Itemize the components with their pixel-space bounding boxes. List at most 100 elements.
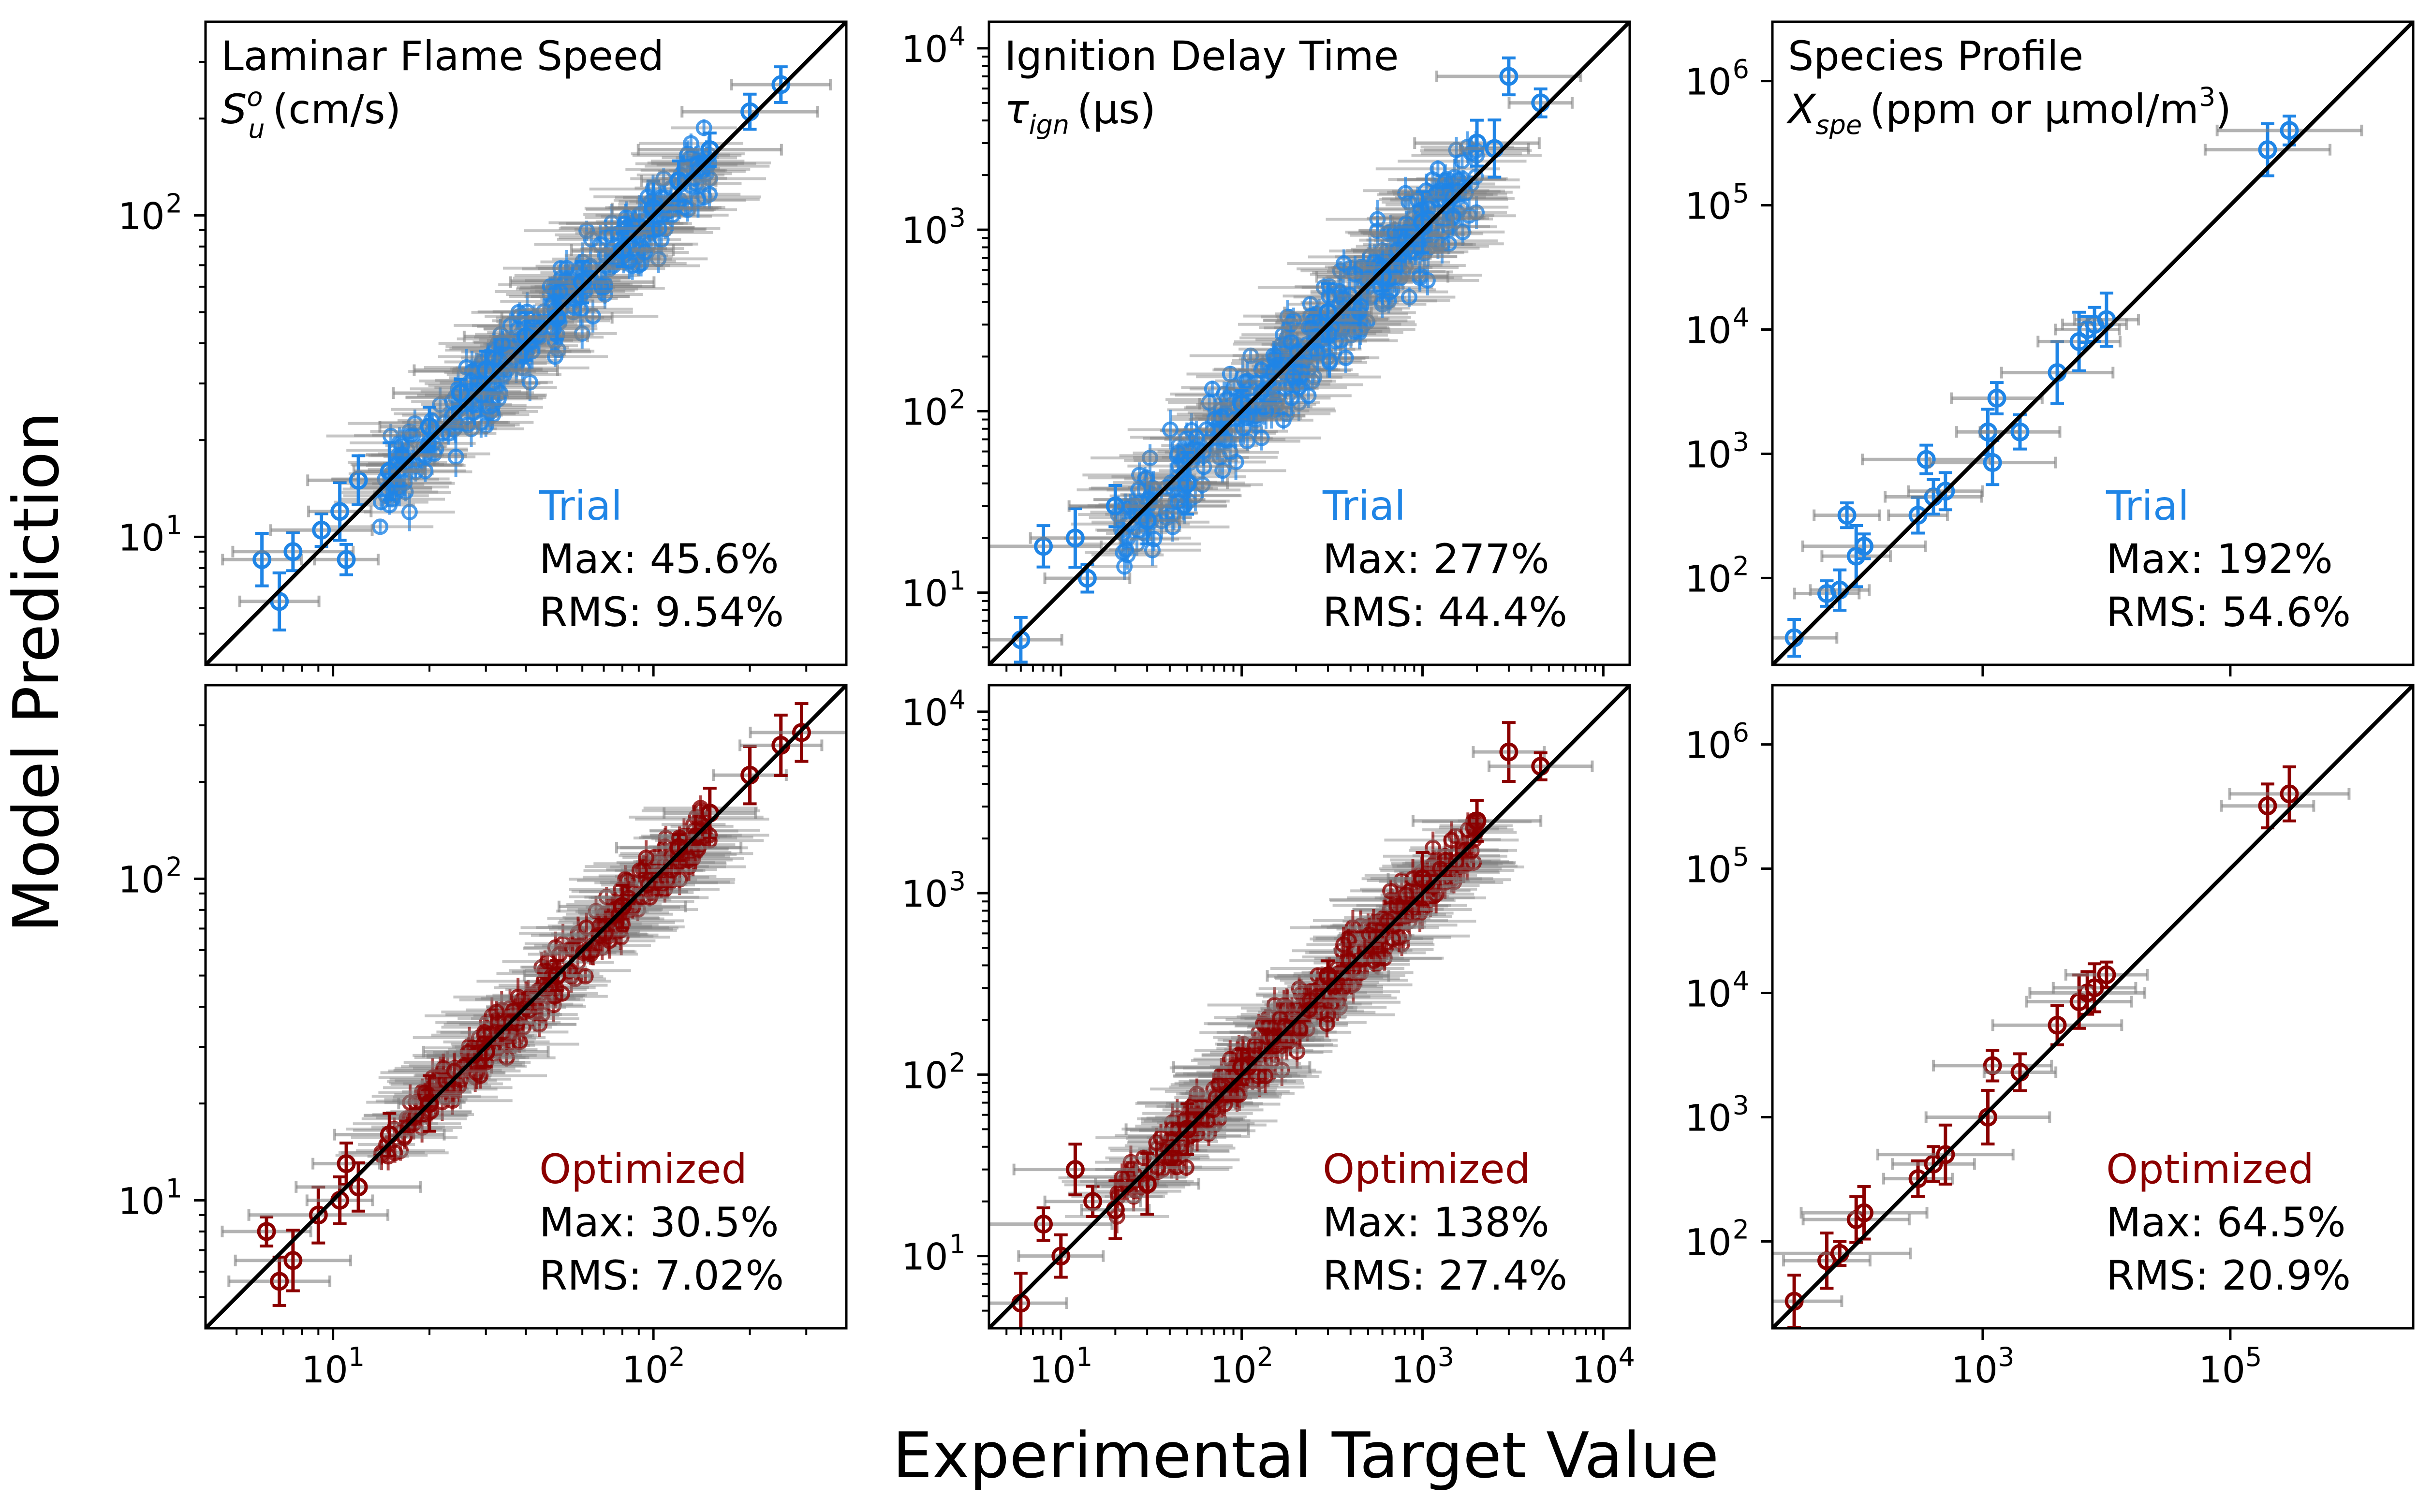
data-point (227, 1255, 332, 1307)
x-axis-title: Experimental Target Value (893, 1419, 1719, 1492)
data-point (1430, 161, 1446, 177)
x-tick-label: 104 (1572, 1342, 1635, 1391)
data-point (1255, 381, 1272, 398)
data-point (1991, 1004, 2123, 1046)
data-point (1178, 1159, 1194, 1176)
plot-area (989, 685, 1630, 1328)
data-point (1152, 1129, 1169, 1146)
panel-unit-label: τign (μs) (1004, 86, 1156, 140)
data-point (1365, 952, 1382, 969)
data-point (659, 871, 676, 888)
data-point (1772, 617, 1839, 658)
data-point (1454, 153, 1471, 170)
data-point (1393, 872, 1410, 889)
data-point (1860, 443, 1992, 475)
rms-error-label: RMS: 7.02% (539, 1252, 784, 1299)
panel-unit-label: Xspe (ppm or μmol/m3) (1786, 82, 2231, 140)
rms-error-label: RMS: 44.4% (1323, 588, 1567, 636)
data-point (552, 283, 569, 300)
data-point (989, 616, 1063, 664)
identity-line (989, 22, 1630, 665)
data-point (1882, 1159, 1954, 1198)
data-point (593, 278, 610, 295)
identity-line (989, 685, 1630, 1328)
data-point (333, 1112, 446, 1158)
y-tick-label: 101 (118, 510, 182, 559)
data-point (1385, 930, 1401, 947)
data-point (1222, 366, 1238, 382)
data-point (394, 446, 411, 463)
identity-line (206, 685, 846, 1328)
plot-area (989, 22, 1630, 665)
axes-frame (1771, 20, 2415, 666)
data-point (1337, 350, 1354, 367)
data-point (1924, 1089, 2051, 1145)
data-point (1411, 799, 1543, 843)
data-point (1813, 501, 1882, 529)
x-tick-label: 102 (1210, 1342, 1273, 1391)
data-point (1399, 240, 1416, 257)
data-point (1369, 211, 1386, 228)
data-point (1801, 1195, 1911, 1244)
axes-frame (988, 684, 1631, 1330)
data-point (1793, 579, 1861, 608)
data-point (575, 944, 592, 961)
series-name-label: Optimized (2106, 1145, 2314, 1193)
data-point (640, 877, 657, 894)
data-point (578, 919, 595, 936)
data-point (1978, 413, 2062, 451)
data-point (489, 1014, 506, 1031)
data-point (1928, 439, 2057, 486)
data-point (1386, 851, 1459, 907)
data-point (1266, 959, 1390, 993)
data-point (1113, 495, 1181, 545)
data-point (1162, 421, 1179, 438)
data-point (295, 1161, 422, 1213)
data-point (231, 531, 355, 573)
data-point (511, 1033, 528, 1050)
data-point (1401, 194, 1417, 211)
data-point (1292, 1020, 1309, 1037)
panel-title: Ignition Delay Time (1004, 32, 1399, 80)
max-error-label: Max: 277% (1323, 535, 1549, 583)
x-tick-label: 105 (2198, 1342, 2262, 1391)
data-point (1361, 926, 1378, 943)
y-axis-title: Model Prediction (0, 411, 73, 932)
y-tick-label: 102 (1685, 551, 1749, 600)
data-point (1321, 352, 1338, 369)
series-name-label: Optimized (539, 1145, 747, 1193)
data-point (1043, 563, 1132, 594)
data-point (1094, 1152, 1200, 1216)
data-point (1801, 532, 1927, 560)
data-point (1413, 118, 1541, 168)
data-point (2220, 782, 2315, 830)
data-point (1884, 478, 1983, 516)
y-tick-label: 103 (1685, 426, 1749, 476)
y-tick-label: 102 (118, 188, 182, 237)
data-point (1388, 897, 1405, 914)
data-point (693, 802, 709, 819)
plot-area (206, 22, 846, 665)
y-tick-label: 104 (1685, 966, 1749, 1015)
panel-flame-opt: 101 102 101 102 Optimized Max: 30.5% RMS: 7.02… (118, 684, 848, 1391)
data-point (2215, 114, 2363, 147)
plot-area (1772, 685, 2413, 1328)
data-point (1012, 1143, 1138, 1197)
data-point (690, 191, 707, 208)
y-tick-label: 102 (901, 1047, 966, 1097)
data-point (1346, 266, 1363, 283)
data-point (1189, 1125, 1206, 1142)
panel-ignition-trial: 101 102 103 104 Ignition Delay Time τign (μs) T… (901, 20, 1631, 676)
data-point (422, 1035, 550, 1068)
data-point (1441, 235, 1458, 252)
data-point (680, 92, 819, 131)
data-point (1335, 255, 1352, 272)
max-error-label: Max: 138% (1323, 1199, 1549, 1246)
y-tick-label: 103 (901, 866, 966, 915)
data-point (408, 1107, 425, 1124)
data-point (1188, 1086, 1205, 1102)
y-tick-label: 103 (1685, 1090, 1749, 1139)
data-point (2000, 340, 2115, 405)
